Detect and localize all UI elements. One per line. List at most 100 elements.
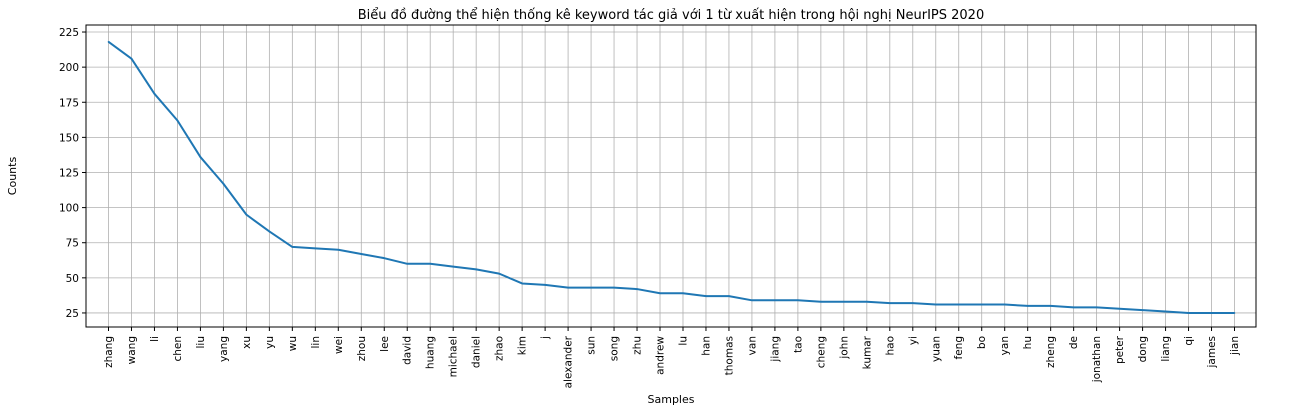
y-tick-label: 175 <box>59 97 79 109</box>
grid <box>86 25 1256 327</box>
y-tick-label: 50 <box>66 273 79 285</box>
data-point <box>1026 305 1029 307</box>
x-tick-label: de <box>1068 336 1080 349</box>
x-tick-label: lin <box>310 336 322 349</box>
data-point <box>934 303 937 306</box>
x-tick-label: jian <box>1229 336 1241 356</box>
data-point <box>820 300 822 303</box>
data-point <box>682 292 684 295</box>
data-point <box>314 247 317 250</box>
data-point <box>705 295 707 297</box>
x-tick-label: thomas <box>723 336 735 375</box>
data-point <box>911 302 914 304</box>
data-point <box>728 295 730 297</box>
data-point <box>751 299 753 302</box>
x-tick-label: david <box>402 336 414 365</box>
x-tick-label: hao <box>884 336 896 356</box>
x-tick-label: james <box>1206 336 1218 369</box>
data-point <box>567 286 569 289</box>
data-point <box>1049 305 1052 307</box>
data-point <box>1118 307 1121 310</box>
y-tick-label: 25 <box>66 308 79 320</box>
x-tick-label: peter <box>1114 335 1126 364</box>
data-point <box>360 253 363 255</box>
x-tick-label: yang <box>218 336 230 362</box>
x-tick-label: liang <box>1160 336 1172 362</box>
data-point <box>636 288 638 290</box>
data-point <box>1072 306 1075 309</box>
y-tick-label: 125 <box>59 167 79 179</box>
data-point <box>544 284 546 286</box>
data-point <box>475 268 477 271</box>
x-tick-label: liu <box>195 336 207 349</box>
data-point <box>199 156 202 158</box>
data-point <box>659 292 661 295</box>
data-point <box>521 282 523 285</box>
data-point <box>291 246 294 248</box>
x-axis-ticks: zhang wang li chen liu yang xu yu wu lin wei zhou le… <box>103 327 1241 388</box>
y-tick-label: 200 <box>59 62 79 74</box>
data-point <box>429 262 432 265</box>
plot-frame <box>85 24 1257 328</box>
x-tick-label: hu <box>1022 336 1034 349</box>
x-tick-label: zhu <box>632 336 644 355</box>
x-tick-label: han <box>700 336 712 356</box>
x-tick-label: yan <box>999 336 1011 355</box>
x-tick-label: kim <box>517 336 529 355</box>
x-tick-label: alexander <box>563 335 575 388</box>
x-tick-label: chen <box>172 336 184 362</box>
x-tick-label: lee <box>379 336 391 352</box>
x-tick-label: huang <box>425 336 437 369</box>
data-point <box>889 302 891 304</box>
y-axis-label: Counts <box>6 157 19 196</box>
series-line <box>107 41 1235 314</box>
data-point <box>957 303 960 306</box>
x-tick-label: zhou <box>356 336 368 361</box>
y-tick-label: 75 <box>66 238 79 250</box>
x-tick-label: zheng <box>1045 336 1057 368</box>
x-tick-label: tao <box>792 336 804 353</box>
data-point <box>1233 312 1236 314</box>
x-tick-label: cheng <box>815 336 827 368</box>
x-tick-label: jonathan <box>1091 336 1103 383</box>
x-tick-label: michael <box>448 336 460 377</box>
data-point <box>153 93 156 95</box>
x-tick-label: zhao <box>494 336 506 361</box>
x-tick-label: van <box>746 336 758 355</box>
data-point <box>1164 310 1167 313</box>
data-points <box>107 41 1236 314</box>
x-tick-label: wei <box>333 336 345 354</box>
data-point <box>406 262 409 265</box>
data-point <box>337 248 340 251</box>
x-tick-label: wu <box>287 336 299 351</box>
y-tick-label: 150 <box>59 132 79 144</box>
x-tick-label: dong <box>1137 336 1149 362</box>
data-point <box>1095 306 1098 309</box>
x-tick-label: jiang <box>769 336 781 363</box>
x-tick-label: sun <box>586 336 598 355</box>
x-tick-label: qi <box>1183 336 1195 346</box>
x-tick-label: john <box>838 336 850 360</box>
x-tick-label: zhang <box>103 336 115 368</box>
data-point <box>130 57 133 60</box>
y-tick-label: 100 <box>59 203 79 215</box>
data-point <box>1210 312 1213 314</box>
x-axis-label: Samples <box>648 393 695 406</box>
data-point <box>452 265 454 268</box>
x-tick-label: song <box>609 336 621 361</box>
data-point <box>980 303 983 306</box>
x-tick-label: yuan <box>930 336 942 362</box>
data-point <box>383 257 386 259</box>
x-tick-label: li <box>149 336 161 342</box>
data-point <box>1141 309 1144 311</box>
data-point <box>245 213 248 216</box>
x-tick-label: yi <box>907 336 919 345</box>
x-tick-label: andrew <box>655 336 667 375</box>
data-point <box>797 299 799 302</box>
data-point <box>498 272 500 275</box>
data-point <box>843 300 845 303</box>
data-point <box>1003 303 1006 306</box>
x-tick-label: yu <box>264 336 276 349</box>
